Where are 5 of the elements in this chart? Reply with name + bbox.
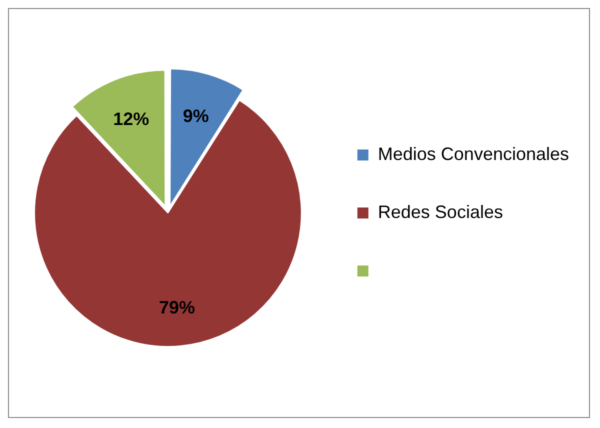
data-label: 79% — [158, 298, 196, 318]
legend-label: Redes Sociales — [378, 202, 503, 222]
data-label: 12% — [113, 108, 150, 129]
data-label: 9% — [182, 106, 209, 126]
legend-label: Medios Convencionales — [378, 144, 569, 164]
